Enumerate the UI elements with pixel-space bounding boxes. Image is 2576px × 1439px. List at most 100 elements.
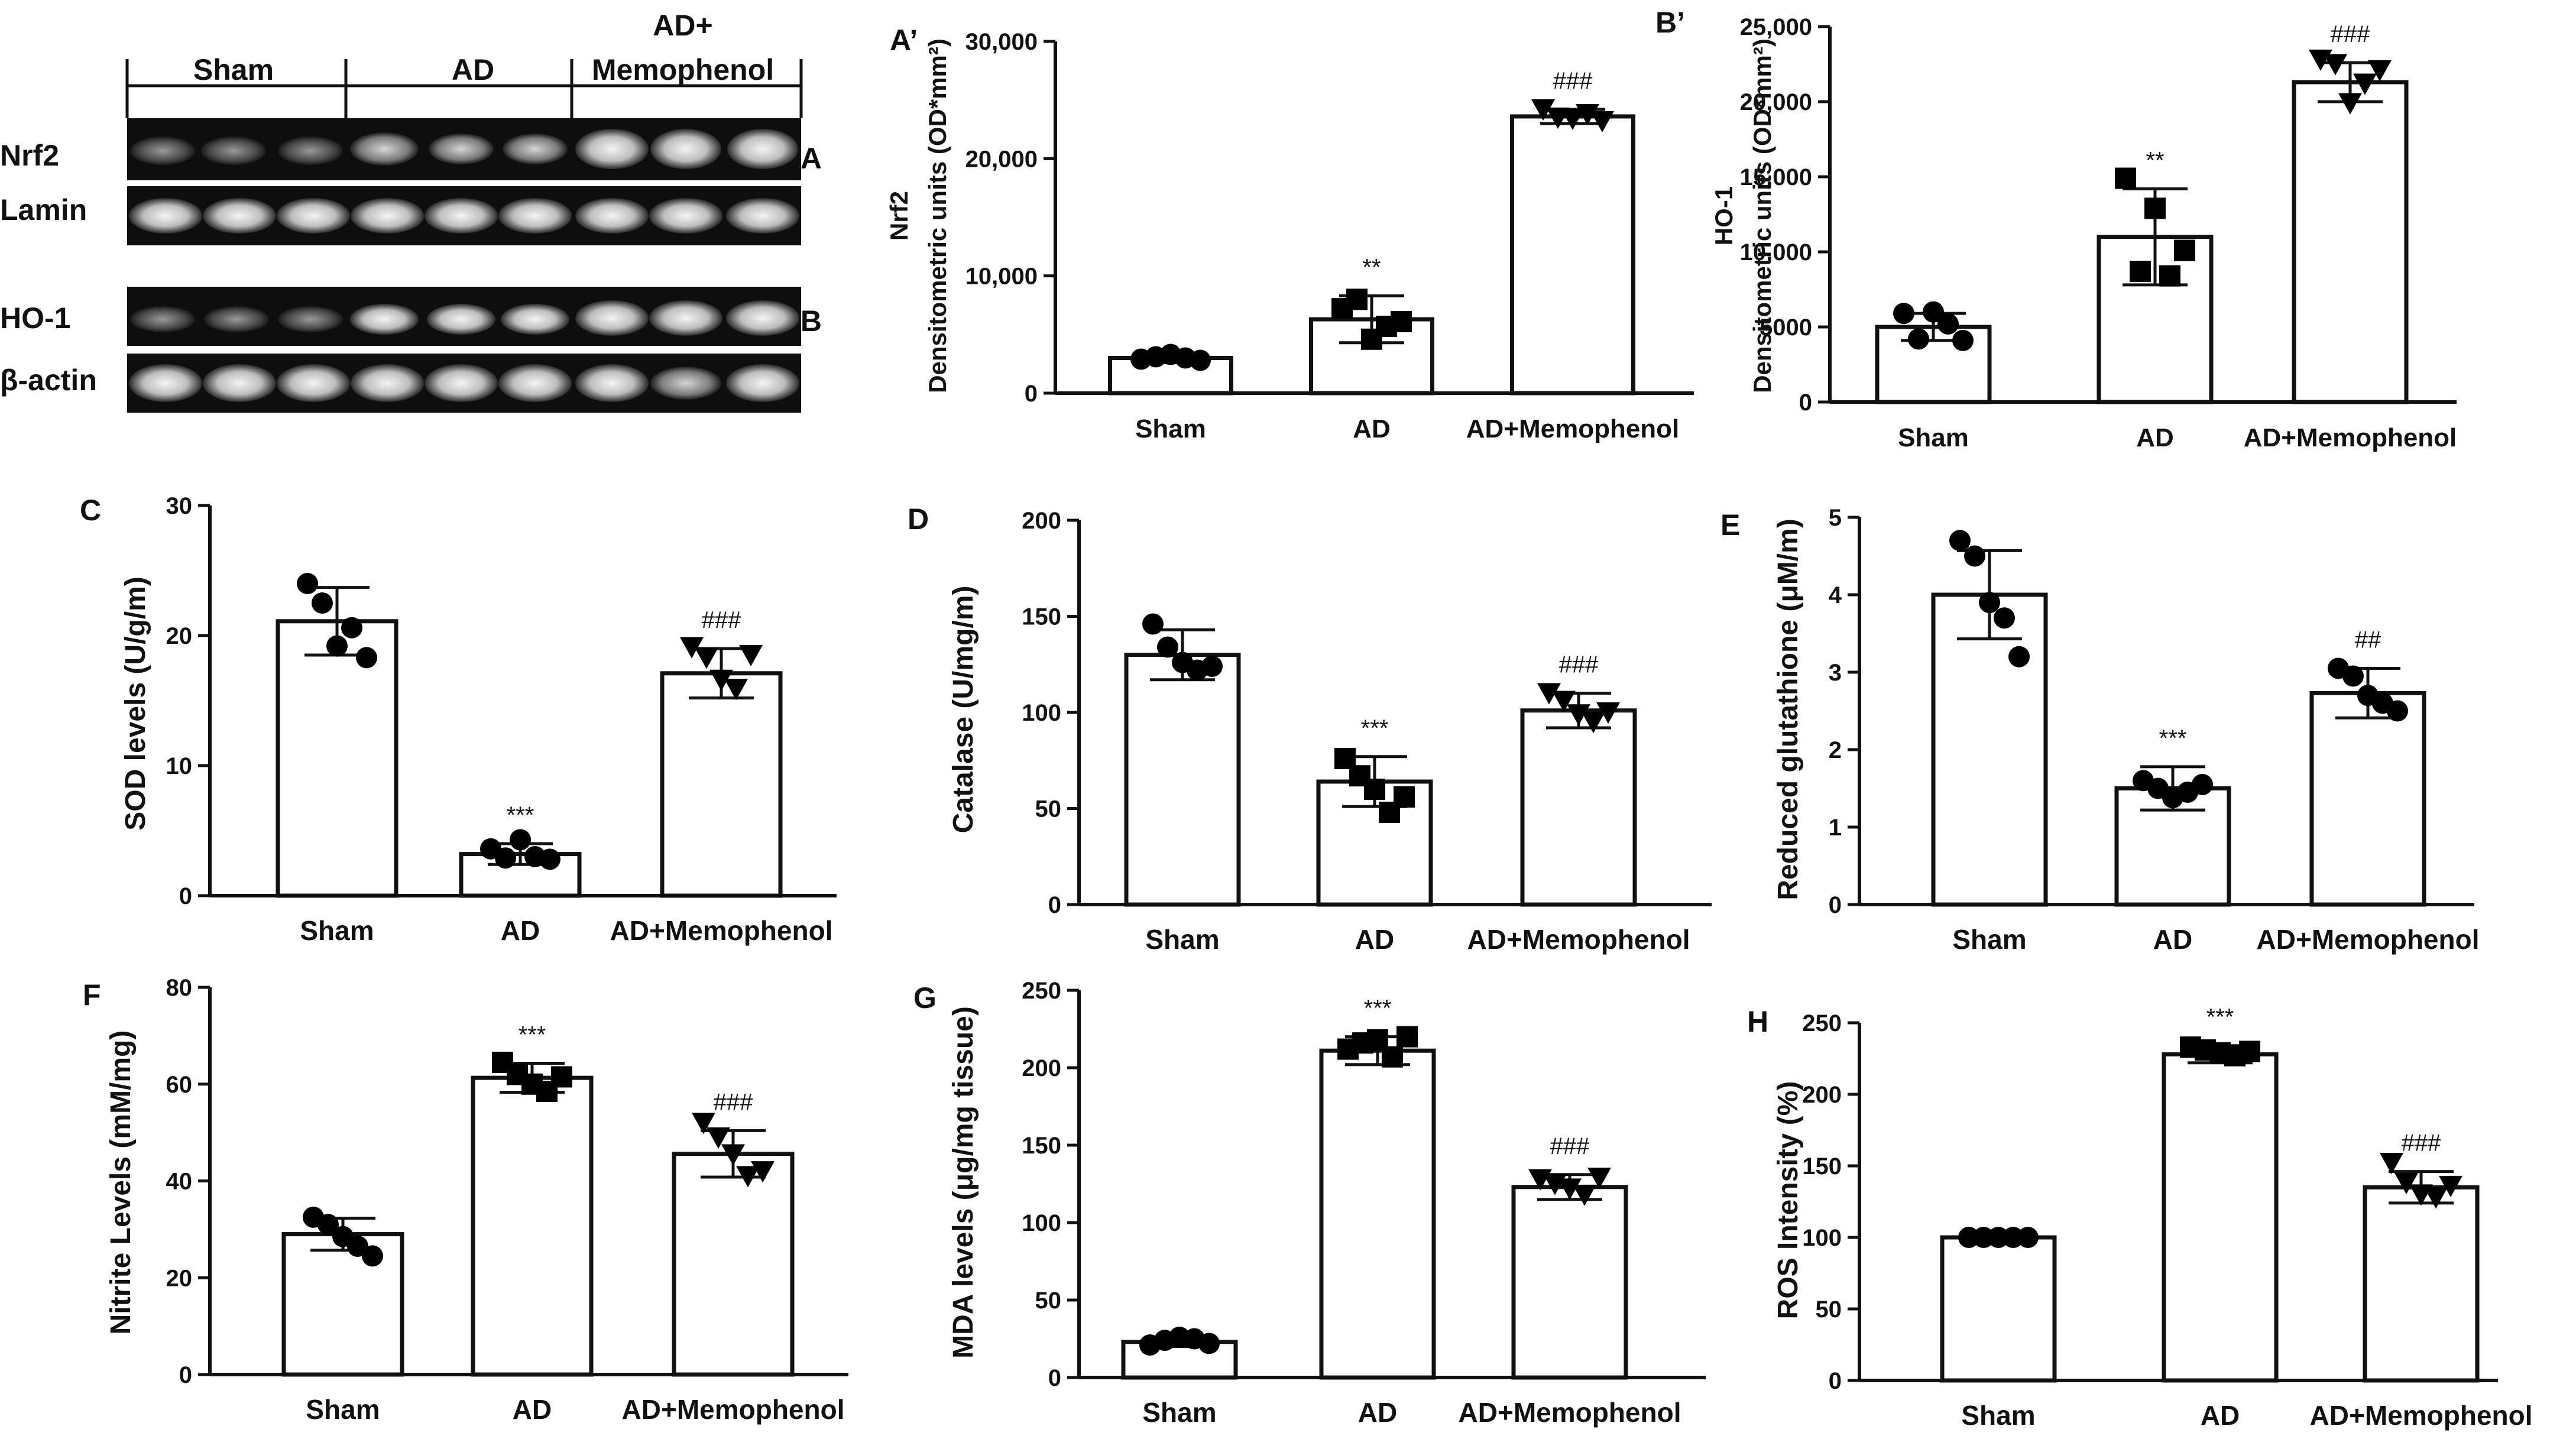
y-tick-label: 100 xyxy=(1802,1225,1842,1251)
data-point xyxy=(1973,1227,1994,1248)
blot-row-beta-actin: β-actin xyxy=(0,354,801,413)
data-point xyxy=(1576,103,1599,125)
data-point xyxy=(739,645,763,666)
bar-ad xyxy=(1319,1048,1436,1380)
y-axis-label-line1: Nrf2 xyxy=(885,191,913,241)
y-tick-label: 15,000 xyxy=(1740,164,1812,190)
x-category-label: Sham xyxy=(1952,924,2026,955)
data-point xyxy=(695,647,718,669)
data-point xyxy=(341,617,362,639)
significance-annotation: ** xyxy=(2146,147,2164,173)
y-tick-label: 200 xyxy=(1022,1055,1061,1081)
blot-label-sham: Sham xyxy=(193,53,274,86)
y-tick-label: 100 xyxy=(1022,1210,1061,1236)
data-point xyxy=(2017,1227,2039,1248)
data-point xyxy=(2159,265,2180,287)
data-point xyxy=(326,635,348,657)
x-category-label: AD xyxy=(1353,414,1391,443)
data-point xyxy=(1988,1227,2009,1248)
bar-ad-memophenol xyxy=(1511,1185,1628,1380)
data-point xyxy=(1949,530,1971,552)
x-category-label: Sham xyxy=(1898,423,1969,452)
data-point xyxy=(721,1144,745,1166)
x-category-label: AD+Memophenol xyxy=(622,1394,845,1425)
significance-annotation: ### xyxy=(1550,1133,1590,1159)
blot-row-nrf2: Nrf2 A xyxy=(0,118,822,180)
y-tick-label: 80 xyxy=(166,975,193,1001)
data-point xyxy=(1558,1178,1582,1200)
significance-annotation: *** xyxy=(2159,725,2187,751)
blot-group-header: Sham AD AD+ Memophenol xyxy=(125,9,803,118)
x-category-label: Sham xyxy=(1145,924,1219,955)
data-point xyxy=(2353,73,2377,95)
bar-sham xyxy=(276,619,398,898)
data-point xyxy=(707,1127,730,1149)
panel-letter: F xyxy=(83,978,101,1012)
data-point xyxy=(1952,329,1974,351)
bar-sham xyxy=(1931,592,2048,907)
data-point xyxy=(539,848,560,870)
bar-ad xyxy=(471,1075,594,1377)
chart-c: 0 10 20 30 C SOD levels (U/g/m) Sham AD *** AD+Me… xyxy=(80,493,837,946)
panel-letter: A’ xyxy=(890,24,918,57)
blot-row-label-beta-actin: β-actin xyxy=(0,364,97,397)
data-point xyxy=(709,669,733,691)
y-tick-label: 20 xyxy=(166,623,193,649)
bar-ad xyxy=(2162,1052,2279,1383)
data-point xyxy=(1979,592,2000,614)
data-point xyxy=(1587,1168,1611,1190)
data-point xyxy=(1893,303,1914,325)
data-point xyxy=(680,637,704,659)
data-point xyxy=(1198,1333,1220,1354)
y-axis-label: Reduced glutathione (μM/m) xyxy=(1773,518,1804,900)
data-point xyxy=(1201,656,1223,677)
data-point xyxy=(317,1214,339,1236)
y-tick-label: 0 xyxy=(1829,892,1842,918)
y-tick-label: 20,000 xyxy=(965,146,1038,172)
x-category-label: AD+Memophenol xyxy=(1466,414,1680,443)
data-point xyxy=(1958,1227,1979,1248)
data-point xyxy=(1561,108,1585,130)
x-category-label: AD xyxy=(513,1394,552,1425)
significance-annotation: ### xyxy=(1559,652,1599,678)
blot-panel-letter-b: B xyxy=(801,304,822,338)
data-point xyxy=(2324,54,2347,76)
significance-annotation: *** xyxy=(2206,1004,2234,1030)
data-point xyxy=(2174,239,2195,261)
y-tick-label: 5 xyxy=(1829,505,1842,531)
y-tick-label: 50 xyxy=(1816,1297,1842,1323)
y-tick-label: 30 xyxy=(166,493,193,519)
data-point xyxy=(362,1245,383,1267)
y-tick-label: 0 xyxy=(1048,1365,1061,1391)
bar-ad-memophenol xyxy=(1510,114,1635,396)
y-axis-label: Catalase (U/mg/m) xyxy=(948,586,979,834)
data-point xyxy=(724,679,748,701)
x-category-label: AD+Memophenol xyxy=(2244,423,2457,452)
data-point xyxy=(2439,1175,2462,1197)
data-point xyxy=(1190,349,1211,371)
blot-panel-letter-a: A xyxy=(801,142,822,175)
y-tick-label: 5000 xyxy=(1760,315,1812,341)
data-point xyxy=(1537,683,1561,705)
chart-e: 0 1 2 3 4 5 E Reduced glutathione (μM/m) Sham AD *… xyxy=(1720,505,2479,955)
data-point xyxy=(312,592,333,614)
y-tick-label: 100 xyxy=(1022,700,1061,726)
y-axis-label: SOD levels (U/g/m) xyxy=(120,576,151,830)
chart-d: 0 50 100 150 200 D Catalase (U/mg/m) Sham AD *** A… xyxy=(908,503,1712,955)
y-tick-label: 0 xyxy=(179,1362,192,1388)
data-point xyxy=(1382,1046,1403,1068)
y-tick-label: 50 xyxy=(1035,796,1062,822)
y-tick-label: 25,000 xyxy=(1740,14,1812,40)
significance-annotation: *** xyxy=(1364,996,1392,1022)
x-category-label: AD+Memophenol xyxy=(1459,1397,1681,1428)
x-category-label: Sham xyxy=(306,1394,380,1425)
panel-letter: H xyxy=(1747,1005,1768,1038)
panel-letter: C xyxy=(80,494,101,527)
data-point xyxy=(2192,773,2213,795)
panel-letter: E xyxy=(1720,508,1740,542)
data-point xyxy=(1596,702,1620,724)
y-axis-label: MDA levels (μg/mg tissue) xyxy=(948,1006,979,1359)
data-point xyxy=(1937,313,1959,335)
